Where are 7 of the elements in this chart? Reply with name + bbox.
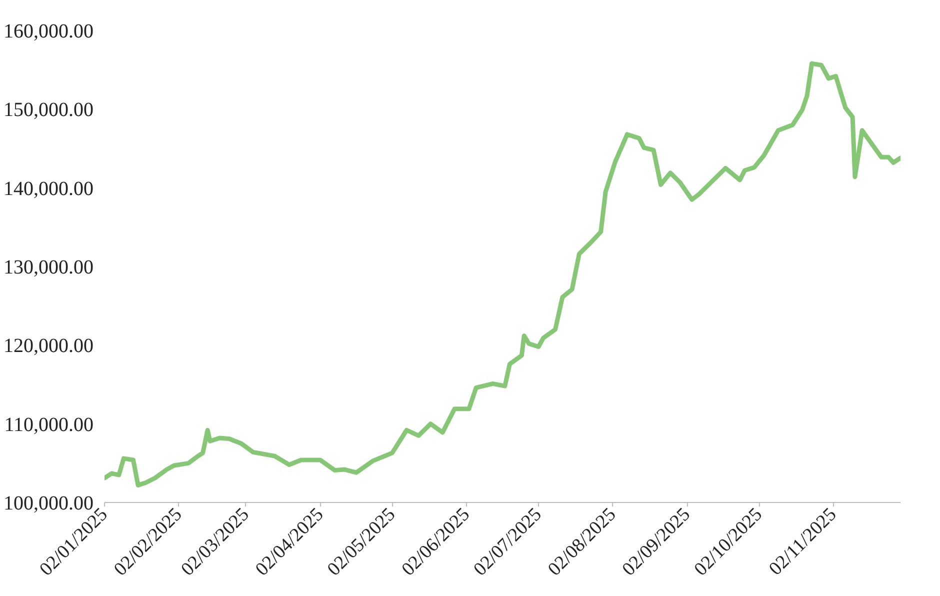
- y-tick-label: 130,000.00: [4, 256, 94, 278]
- y-tick-label: 150,000.00: [4, 99, 94, 122]
- y-tick-label: 110,000.00: [4, 414, 94, 436]
- y-tick-label: 160,000.00: [4, 20, 94, 42]
- y-tick-label: 120,000.00: [4, 335, 94, 358]
- line-series: [104, 61, 900, 488]
- y-tick-label: 140,000.00: [4, 178, 94, 200]
